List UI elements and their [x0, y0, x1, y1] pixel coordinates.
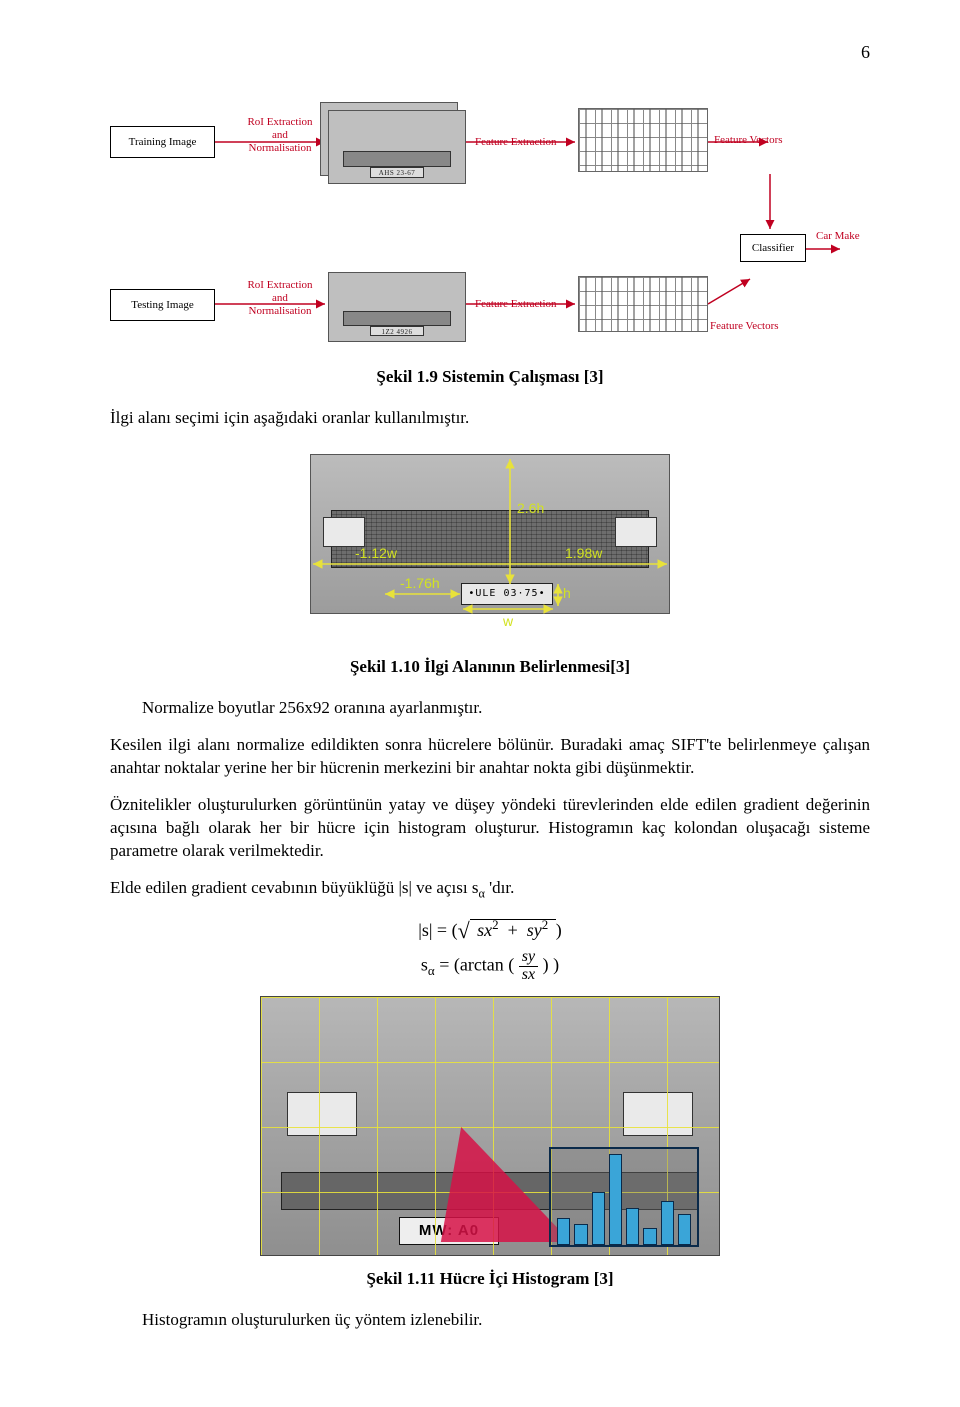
page-number: 6 — [110, 40, 870, 64]
feature-vector-grid-top — [578, 108, 708, 172]
dimension-lines-svg — [265, 444, 715, 644]
eq2-num: sy — [519, 949, 538, 967]
dim-right: 1.98w — [565, 544, 602, 563]
histogram-bar — [661, 1201, 674, 1245]
equation-angle: sα = (arctan ( sy sx ) ) — [110, 949, 870, 984]
eq2-rhs: ) ) — [543, 955, 560, 975]
p5-tail: 'dır. — [485, 878, 515, 897]
histogram-bar — [678, 1214, 691, 1245]
eq2-sub: α — [428, 963, 435, 978]
eq1-pow1: 2 — [492, 917, 498, 932]
training-image-box: Training Image — [110, 126, 215, 158]
eq1-rhs: ) — [556, 920, 562, 940]
eq2-fraction: sy sx — [519, 949, 538, 984]
histogram-bar — [643, 1228, 656, 1245]
eq1-lhs: |s| = ( — [418, 920, 457, 940]
eq2-den: sx — [519, 967, 538, 984]
eq2-lhs: s — [421, 955, 428, 975]
paragraph-histogram-build: Öznitelikler oluşturulurken görüntünün y… — [110, 794, 870, 863]
eq2-mid: = (arctan ( — [435, 955, 519, 975]
car-thumb-bottom: 1Z2 4926 — [328, 272, 466, 342]
feature-vectors-label-top: Feature Vectors — [714, 134, 783, 147]
figure-system-flow: Training Image RoI ExtractionandNormalis… — [110, 84, 870, 354]
feature-vector-grid-bottom — [578, 276, 708, 332]
histogram-bar — [626, 1208, 639, 1244]
paragraph-gradient-mag: Elde edilen gradient cevabının büyüklüğü… — [110, 877, 870, 902]
p5-text: Elde edilen gradient cevabının büyüklüğü… — [110, 878, 478, 897]
feature-extraction-label-bottom: Feature Extraction — [475, 298, 557, 311]
car-thumb-plate-bottom: 1Z2 4926 — [370, 328, 424, 336]
feature-vectors-label-bottom: Feature Vectors — [710, 320, 779, 333]
figure-cell-histogram: MW: A0 — [260, 996, 720, 1256]
paragraph-roi-ratios: İlgi alanı seçimi için aşağıdaki oranlar… — [110, 407, 870, 430]
histogram-box — [549, 1147, 699, 1247]
testing-image-box: Testing Image — [110, 289, 215, 321]
classifier-box: Classifier — [740, 234, 806, 262]
paragraph-normalize-size: Normalize boyutlar 256x92 oranına ayarla… — [110, 697, 870, 720]
flow-arrows-svg — [110, 84, 870, 354]
eq1-sy: sy — [527, 920, 542, 940]
histogram-bar — [574, 1224, 587, 1245]
car-make-label: Car Make — [816, 230, 860, 243]
roi-label-top: RoI ExtractionandNormalisation — [240, 116, 320, 154]
dim-top: 2.6h — [517, 499, 544, 518]
figure-1-10-caption: Şekil 1.10 İlgi Alanının Belirlenmesi[3] — [110, 656, 870, 679]
dim-w: w — [503, 612, 513, 631]
figure-1-9-caption: Şekil 1.9 Sistemin Çalışması [3] — [110, 366, 870, 389]
figure-roi-dimensions: •ULE 03·75• 2.6h -1.12w 1.98w -1.76h w h — [265, 444, 715, 644]
eq1-sx: sx — [477, 920, 492, 940]
paragraph-three-methods: Histogramın oluşturulurken üç yöntem izl… — [110, 1309, 870, 1332]
dim-left: -1.12w — [355, 544, 397, 563]
eq1-pow2: 2 — [542, 917, 548, 932]
histogram-bar — [557, 1218, 570, 1245]
feature-extraction-label-top: Feature Extraction — [475, 136, 557, 149]
car-thumb-plate-top: AHS 23-67 — [370, 169, 424, 178]
histogram-bar — [592, 1192, 605, 1245]
dim-farleft: -1.76h — [400, 574, 440, 593]
equation-magnitude: |s| = (√ sx2 + sy2 ) — [110, 916, 870, 946]
paragraph-cell-division: Kesilen ilgi alanı normalize edildikten … — [110, 734, 870, 780]
dim-h: h — [563, 584, 571, 603]
roi-label-bottom: RoI ExtractionandNormalisation — [240, 279, 320, 317]
figure-1-11-caption: Şekil 1.11 Hücre İçi Histogram [3] — [110, 1268, 870, 1291]
car-thumb-top-front: AHS 23-67 — [328, 110, 466, 184]
histogram-bar — [609, 1154, 622, 1245]
